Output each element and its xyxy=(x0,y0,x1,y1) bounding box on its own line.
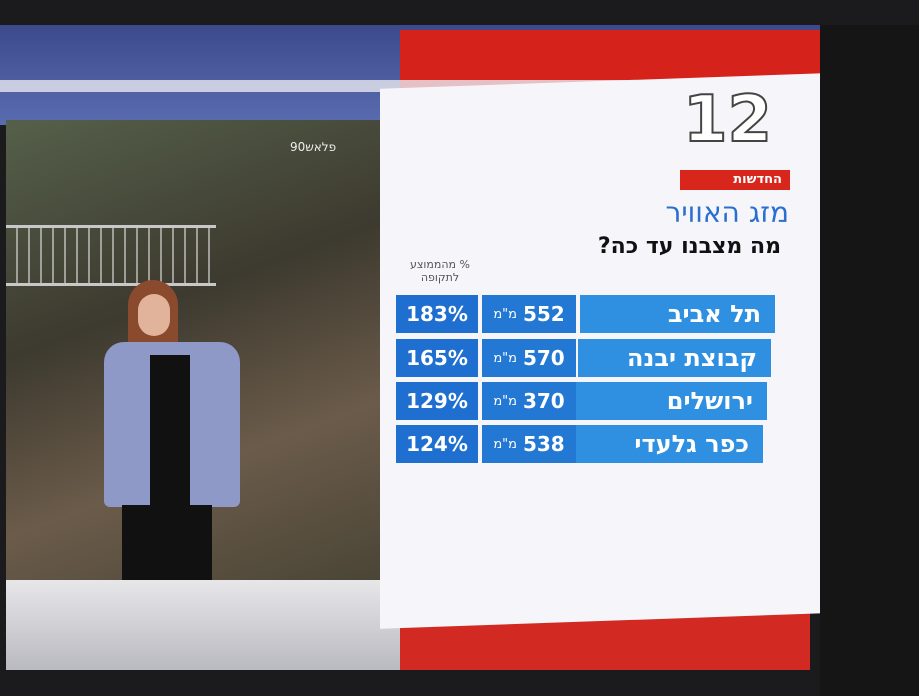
amount: 552 xyxy=(523,302,565,326)
unit: מ"מ xyxy=(493,307,517,322)
amount: 370 xyxy=(523,389,565,413)
title: מזג האוויר xyxy=(666,196,789,229)
screen-bezel xyxy=(820,25,919,696)
percent-cell: 183% xyxy=(396,295,478,333)
amount-cell: 570 מ"מ xyxy=(482,339,576,377)
tv-screen-photo: פלאש90 12 החדשות מזג האוויר מה מצבנו עד … xyxy=(0,0,919,696)
city-cell: ירושלים xyxy=(576,382,767,420)
column-header: % מהממוצע לתקופה xyxy=(405,258,475,284)
subtitle: מה מצבנו עד כה? xyxy=(598,234,781,259)
unit: מ"מ xyxy=(493,394,517,409)
percent-cell: 129% xyxy=(396,382,478,420)
logo-number: 12 xyxy=(683,88,772,152)
percent-cell: 124% xyxy=(396,425,478,463)
amount-cell: 552 מ"מ xyxy=(482,295,576,333)
unit: מ"מ xyxy=(493,437,517,452)
bridge xyxy=(6,225,216,286)
amount-cell: 538 מ"מ xyxy=(482,425,576,463)
city-cell: תל אביב xyxy=(580,295,775,333)
amount-cell: 370 מ"מ xyxy=(482,382,576,420)
city-cell: קבוצת יבנה xyxy=(578,339,771,377)
watermark: פלאש90 xyxy=(290,140,336,154)
unit: מ"מ xyxy=(493,351,517,366)
city-cell: כפר גלעדי xyxy=(574,425,763,463)
amount: 570 xyxy=(523,346,565,370)
amount: 538 xyxy=(523,432,565,456)
logo-label: החדשות xyxy=(680,170,790,190)
percent-cell: 165% xyxy=(396,339,478,377)
